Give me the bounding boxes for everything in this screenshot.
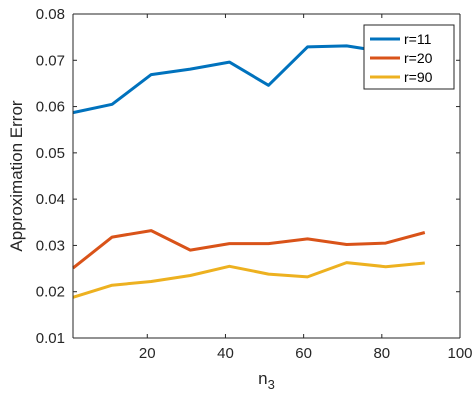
y-tick-label: 0.01	[36, 330, 65, 347]
y-tick-label: 0.03	[36, 237, 65, 254]
legend-label-3: r=90	[404, 69, 433, 85]
y-tick-label: 0.06	[36, 99, 65, 116]
y-tick-label: 0.02	[36, 284, 65, 301]
y-tick-label: 0.04	[36, 191, 65, 208]
series-line-2	[72, 229, 426, 270]
legend-label-1: r=11	[404, 31, 432, 47]
series-line-3	[72, 261, 425, 299]
x-axis-label: n3	[258, 369, 275, 392]
ticks-layer: 20 40 60 80 100 0.01 0.02 0.03 0.04 0.05 0.06 0.07 0…	[36, 6, 473, 362]
x-tick-label: 40	[217, 345, 234, 362]
y-tick-label: 0.07	[36, 52, 65, 69]
legend-label-2: r=20	[404, 50, 433, 66]
y-axis-label: Approximation Error	[7, 100, 26, 252]
y-tick-label: 0.08	[36, 6, 65, 23]
x-tick-label: 80	[373, 345, 390, 362]
axes-layer	[72, 13, 461, 339]
x-tick-label: 100	[447, 345, 472, 362]
x-axis-label-main: n	[258, 369, 267, 388]
legend: r=11 r=20 r=90	[363, 24, 455, 90]
y-tick-label: 0.05	[36, 145, 65, 162]
x-tick-label: 20	[139, 345, 156, 362]
x-axis-label-subscript: 3	[268, 377, 275, 392]
x-tick-label: 60	[295, 345, 312, 362]
